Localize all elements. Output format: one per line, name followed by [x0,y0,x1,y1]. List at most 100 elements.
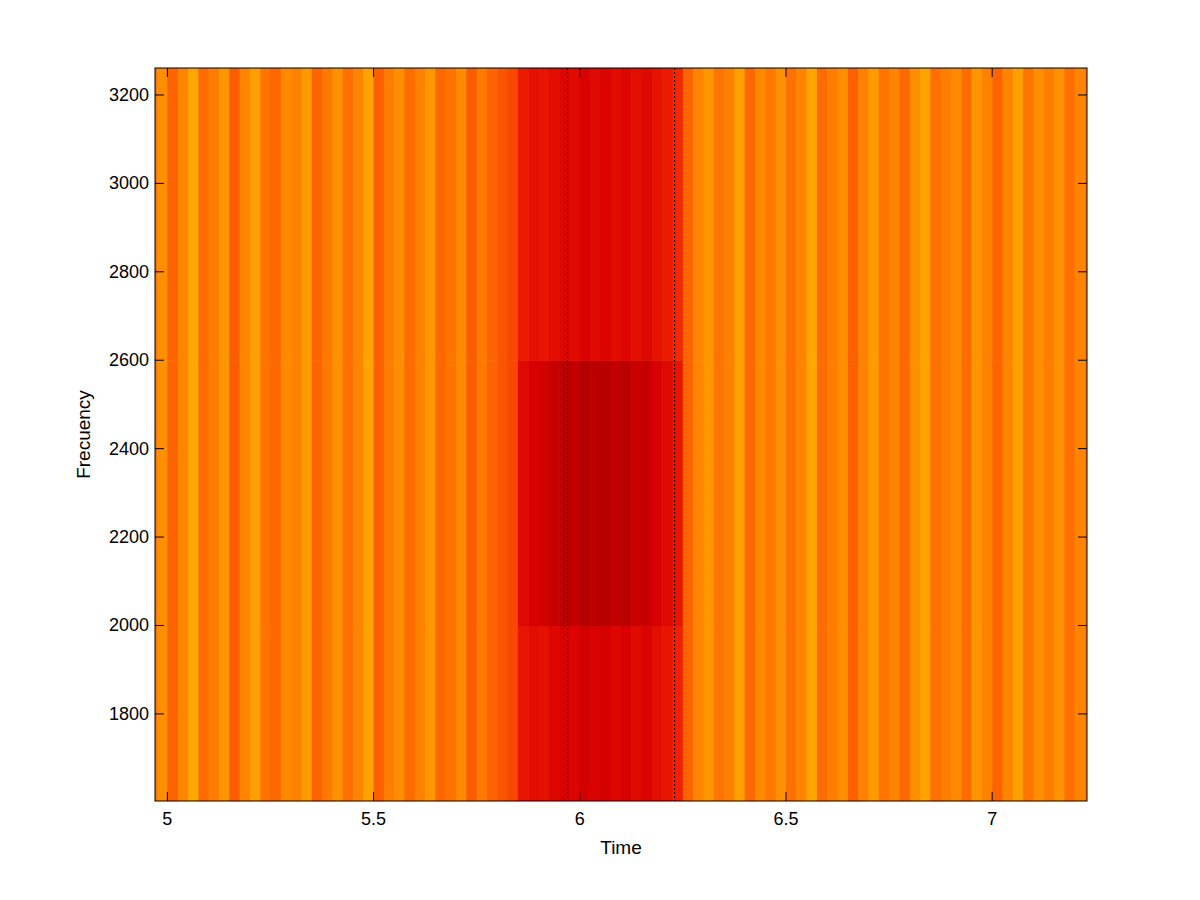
heat-cell [621,68,632,361]
x-tick [167,68,168,77]
heat-cell [1064,625,1075,801]
heat-cell [796,625,807,801]
heat-cell [662,68,673,361]
heat-cell [497,360,508,626]
heat-cell [1033,68,1044,361]
heat-cell [1064,360,1075,626]
heat-cell [178,68,189,361]
heat-cell [477,360,488,626]
heat-cell [765,68,776,361]
heat-cell [332,360,343,626]
heat-cell [858,68,869,361]
heat-cell [1044,360,1055,626]
heat-cell [807,360,818,626]
heat-cell [198,68,209,361]
heat-cell [920,68,931,361]
heat-cell [982,360,993,626]
heat-cell [848,68,859,361]
heat-cell [240,360,251,626]
heat-cell [229,360,240,626]
y-tick [1078,271,1087,272]
heat-cell [528,360,539,626]
heat-cell [209,68,220,361]
heat-cell [508,625,519,801]
heat-cell [343,360,354,626]
heat-cell [910,360,921,626]
heat-cell [745,625,756,801]
heat-cell [611,68,622,361]
heat-cell [549,68,560,361]
heat-cell [456,360,467,626]
heat-cell [178,360,189,626]
heat-cell [291,360,302,626]
x-tick [992,792,993,801]
selection-line [567,68,568,801]
heat-cell [569,68,580,361]
heat-cell [631,360,642,626]
heat-cell [343,625,354,801]
heat-cell [858,360,869,626]
chart-svg: 55.566.571800200022002400260028003000320… [0,0,1200,900]
heat-cell [209,360,220,626]
heat-cell [435,68,446,361]
heat-cell [972,68,983,361]
heat-cell [250,625,261,801]
heat-cell [312,360,323,626]
heat-cell [848,360,859,626]
heat-cell [786,68,797,361]
y-tick-label: 2000 [109,615,149,635]
heat-cell [1013,625,1024,801]
heat-cell [209,625,220,801]
heat-cell [322,625,333,801]
x-tick-label: 6 [575,809,585,829]
heat-cell [951,625,962,801]
heat-cell [621,625,632,801]
heat-cell [879,625,890,801]
y-tick [1078,94,1087,95]
heat-cell [1013,360,1024,626]
heat-cell [724,68,735,361]
heat-cell [404,625,415,801]
heat-cell [889,68,900,361]
heat-cell [167,360,178,626]
heat-cell [539,360,550,626]
y-tick-label: 2800 [109,262,149,282]
heat-cell [600,625,611,801]
heat-cell [590,68,601,361]
heat-cell [961,68,972,361]
heat-cell [662,625,673,801]
heat-cell [786,625,797,801]
heat-cell [260,360,271,626]
heat-cell [838,625,849,801]
x-tick [373,68,374,77]
heat-cell [219,625,230,801]
heat-cell [724,360,735,626]
heat-cell [528,68,539,361]
heat-cell [765,360,776,626]
heat-cell [539,68,550,361]
heat-cell [734,68,745,361]
heat-cell [435,360,446,626]
heat-cell [951,360,962,626]
heat-cell [817,625,828,801]
heat-cell [714,360,725,626]
heat-cell [415,68,426,361]
plot-frame [155,68,1087,801]
x-tick [992,68,993,77]
heat-cell [425,360,436,626]
heat-cell [1054,360,1065,626]
heat-cell [219,360,230,626]
heat-cell [745,68,756,361]
heat-cell [580,68,591,361]
heat-cell [384,360,395,626]
y-tick [1078,360,1087,361]
heat-cell [910,625,921,801]
heat-cell [889,360,900,626]
x-tick-label: 5 [162,809,172,829]
heat-cell [1075,360,1086,626]
heat-cell [910,68,921,361]
heat-cell [384,68,395,361]
heat-cell [1033,625,1044,801]
heat-cell [652,625,663,801]
heat-cell [270,360,281,626]
